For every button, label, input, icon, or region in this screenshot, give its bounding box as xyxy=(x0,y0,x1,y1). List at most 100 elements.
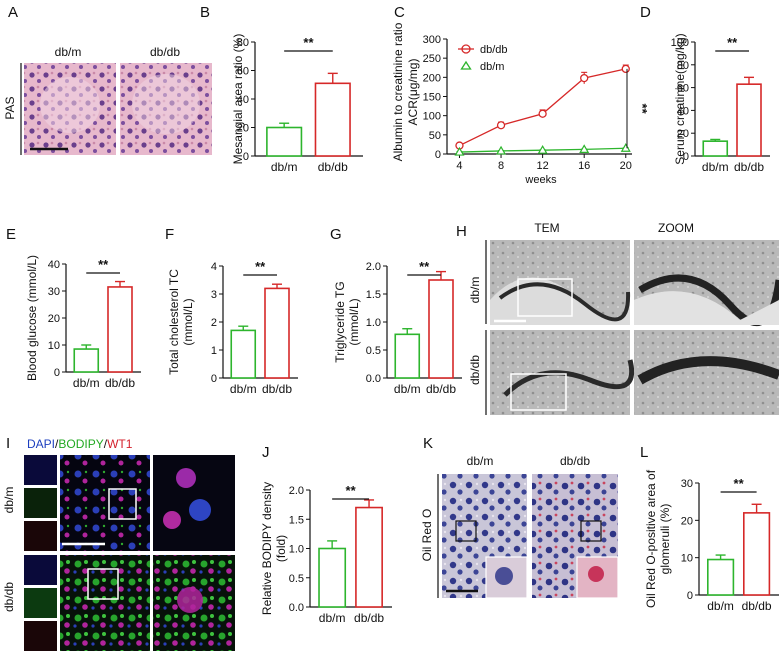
panel-g-label: G xyxy=(330,226,342,243)
panel-l-ylabel: glomeruli (%) xyxy=(658,504,672,575)
legend-dbm-marker xyxy=(460,60,472,70)
panel-e-ytick-label: 30 xyxy=(48,286,60,298)
panel-c-xtick-label: 4 xyxy=(456,160,462,172)
panel-c-ytick-label: 200 xyxy=(423,72,441,84)
legend-dbm-text: db/m xyxy=(480,61,504,73)
panel-j-ytick-label: 1.0 xyxy=(289,544,304,556)
panel-e-xtick-label: db/db xyxy=(105,376,135,390)
panel-c-xtick-label: 12 xyxy=(536,160,548,172)
panel-f-ytick-label: 2 xyxy=(211,317,217,329)
panel-l-ytick-label: 30 xyxy=(681,478,693,490)
bar-j-dbdb xyxy=(355,506,383,608)
panel-e-ytick-label: 0 xyxy=(54,367,60,379)
panel-d-xtick-label: db/db xyxy=(734,160,764,174)
tem-roi-box-dbdb xyxy=(510,373,567,411)
panel-h-label: H xyxy=(456,223,467,240)
merge-roi-box-dbm xyxy=(108,488,137,520)
panel-l-ytick-label: 0 xyxy=(687,590,693,602)
panel-f-ytick-label: 4 xyxy=(211,261,217,273)
panel-h-row-dbdb: db/db xyxy=(468,355,482,385)
zoom-cell-3 xyxy=(163,511,181,529)
merge-image-dbm xyxy=(60,455,150,551)
panel-f-sig-label: ** xyxy=(255,259,266,274)
channel-bodipy-dbdb xyxy=(24,588,57,618)
panel-c-ytick-label: 150 xyxy=(423,92,441,104)
panel-l-ytick-label: 10 xyxy=(681,553,693,565)
panel-c-ytick-label: 0 xyxy=(435,149,441,161)
oro-roi-box-dbm xyxy=(455,520,477,542)
panel-c-legend: db/db db/m xyxy=(458,44,508,73)
panel-f-xtick-label: db/m xyxy=(230,382,257,396)
merge-roi-box-dbdb xyxy=(87,568,119,600)
panel-a-col-dbdb: db/db xyxy=(150,45,180,59)
panel-f-ytick-label: 1 xyxy=(211,345,217,357)
glomerulus-dbdb xyxy=(132,74,200,134)
panel-c-xlabel: weeks xyxy=(524,174,557,186)
panel-g-ytick-label: 1.0 xyxy=(366,317,381,329)
legend-dbdb-text: db/db xyxy=(480,44,508,56)
panel-j-ytick-label: 0.5 xyxy=(289,573,304,585)
panel-j-label: J xyxy=(262,444,270,461)
panel-i-label: I xyxy=(6,435,10,452)
panel-d-label: D xyxy=(640,4,651,21)
bar-e-dbdb xyxy=(107,286,133,373)
channel-dapi-dbm xyxy=(24,455,57,485)
stain-slash-2: / xyxy=(104,437,108,451)
zoom-membrane-dbdb xyxy=(637,356,779,385)
panel-c-ytick-label: 50 xyxy=(429,130,441,142)
panel-f-ylabel: (mmol/L) xyxy=(181,298,195,345)
panel-l-sig-label: ** xyxy=(734,476,745,491)
bar-b-dbdb xyxy=(314,82,351,157)
panel-d-xtick-label: db/m xyxy=(702,160,729,174)
panel-j-chart: J 0.0 0.5 1.0 1.5 2.0 Relative BODIPY density(… xyxy=(260,444,392,625)
panel-c-point-dbdb xyxy=(496,121,506,130)
bar-d-dbdb xyxy=(736,83,762,157)
bar-g-dbm xyxy=(394,333,421,379)
oro-inset-nucleus-dbm xyxy=(495,567,513,585)
panel-c-sig-label: ** xyxy=(635,104,650,115)
panel-g-xtick-label: db/db xyxy=(426,382,456,396)
panel-b-xtick-label: db/m xyxy=(271,160,298,174)
panel-e-ylabel: Blood glucose (mmol/L) xyxy=(25,255,39,381)
panel-k-label: K xyxy=(423,435,433,452)
panel-e-label: E xyxy=(6,226,16,243)
panel-b-ytick-label: 0 xyxy=(243,151,249,163)
stain-slash-1: / xyxy=(55,437,59,451)
bar-f-dbm xyxy=(230,329,257,379)
panel-i-row-dbdb: db/db xyxy=(2,582,16,612)
bar-g-dbdb xyxy=(428,279,454,379)
panel-e-sig-label: ** xyxy=(98,257,109,272)
panel-c-xtick-label: 8 xyxy=(498,160,504,172)
panel-b-ytick-label: 80 xyxy=(237,37,249,49)
zoom-cell-2 xyxy=(189,499,211,521)
panel-f-ylabel: Total cholesterol TC xyxy=(167,269,181,375)
panel-k-col-dbdb: db/db xyxy=(560,454,590,468)
panel-a-row-pas: PAS xyxy=(3,96,17,119)
panel-e-chart: E 0 10 20 30 40 Blood glucose (mmol/L) db/m db/d… xyxy=(6,226,141,390)
bar-e-dbm xyxy=(73,348,100,373)
panel-g-xtick-label: db/m xyxy=(394,382,421,396)
panel-c-xtick-label: 16 xyxy=(578,160,590,172)
panel-j-ytick-label: 2.0 xyxy=(289,485,304,497)
panel-h-row-dbm: db/m xyxy=(468,277,482,304)
panel-g-ytick-label: 0.5 xyxy=(366,345,381,357)
panel-c-xtick-label: 20 xyxy=(620,160,632,172)
panel-k-col-dbm: db/m xyxy=(467,454,494,468)
panel-a-label: A xyxy=(8,4,18,21)
panel-c-ylabel-line2: ACR(μg/mg) xyxy=(406,59,420,126)
panel-e-ytick-label: 20 xyxy=(48,313,60,325)
panel-d-ylabel: Serum creatinine(mg/kg) xyxy=(673,33,687,164)
panel-b-xtick-label: db/db xyxy=(318,160,348,174)
panel-c-label: C xyxy=(394,4,405,21)
panel-d-sig-label: ** xyxy=(727,35,738,50)
panel-b-ytick-label: 60 xyxy=(237,66,249,78)
panel-k-row: Oil Red O xyxy=(420,509,434,562)
panel-g-ytick-label: 2.0 xyxy=(366,261,381,273)
panel-d-ytick-label: 0 xyxy=(683,151,689,163)
oro-inset-lipid-dbdb xyxy=(588,566,604,582)
panel-g-chart: G 0.0 0.5 1.0 1.5 2.0 Triglyceride TG (mmol/L) d… xyxy=(330,226,462,396)
zoom-cell-4 xyxy=(177,587,203,613)
panel-l-xtick-label: db/m xyxy=(707,599,734,613)
